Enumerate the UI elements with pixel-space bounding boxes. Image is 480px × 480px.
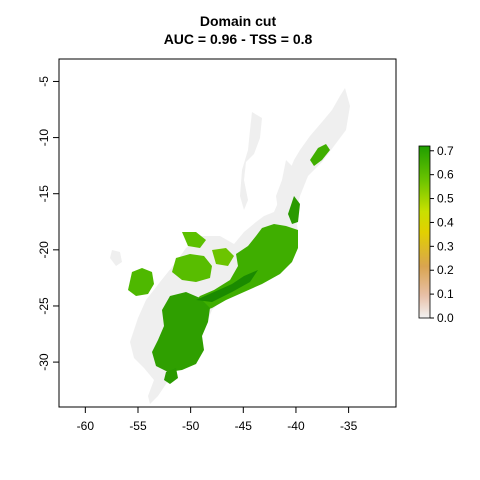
legend-tick-label: 0.2 <box>437 263 454 277</box>
domain-inland-patch <box>240 112 262 210</box>
legend-tick-label: 0.7 <box>437 144 454 158</box>
domain-west-patch <box>110 250 122 266</box>
suitability-south-coast <box>164 368 178 384</box>
legend-colorbar <box>418 145 431 319</box>
y-tick-label: -30 <box>37 353 51 371</box>
legend-tick-label: 0.3 <box>437 239 454 253</box>
legend-tick-label: 0.1 <box>437 287 454 301</box>
suitability-dense-band <box>196 270 258 302</box>
x-tick-label: -45 <box>235 419 253 433</box>
domain-northeast-patch <box>276 160 296 210</box>
y-tick-label: -20 <box>37 241 51 259</box>
legend-tick-label: 0.4 <box>437 215 454 229</box>
y-tick-label: -10 <box>37 129 51 147</box>
x-tick-label: -40 <box>287 419 305 433</box>
suitability-upper-area <box>182 232 206 248</box>
raster-layer <box>110 88 350 404</box>
suitability-west-block <box>128 268 154 296</box>
suitability-legend: 0.7 0.6 0.5 0.4 0.3 0.2 0.1 0.0 <box>418 144 454 325</box>
legend-tick-label: 0.6 <box>437 168 454 182</box>
suitability-coastal-strip <box>288 196 300 224</box>
x-tick-label: -60 <box>77 419 95 433</box>
suitability-mid-patch <box>212 248 234 266</box>
legend-tick-label: 0.5 <box>437 192 454 206</box>
x-tick-label: -35 <box>340 419 358 433</box>
map-title: Domain cut <box>200 13 277 29</box>
map-subtitle: AUC = 0.96 - TSS = 0.8 <box>164 31 313 47</box>
y-tick-label: -15 <box>37 185 51 203</box>
suitability-parana-core <box>152 292 210 372</box>
suitability-central-west <box>172 254 212 282</box>
y-axis: -5 -10 -15 -20 -25 -30 <box>37 76 59 371</box>
x-tick-label: -50 <box>182 419 200 433</box>
y-tick-label: -25 <box>37 297 51 315</box>
legend-tick-label: 0.0 <box>437 311 454 325</box>
plot-frame <box>58 58 397 408</box>
x-tick-label: -55 <box>129 419 147 433</box>
x-axis: -60 -55 -50 -45 -40 -35 <box>77 407 358 433</box>
suitability-southeast-main <box>190 224 298 312</box>
suitability-bahia-coast <box>310 144 330 166</box>
y-tick-label: -5 <box>37 76 51 87</box>
